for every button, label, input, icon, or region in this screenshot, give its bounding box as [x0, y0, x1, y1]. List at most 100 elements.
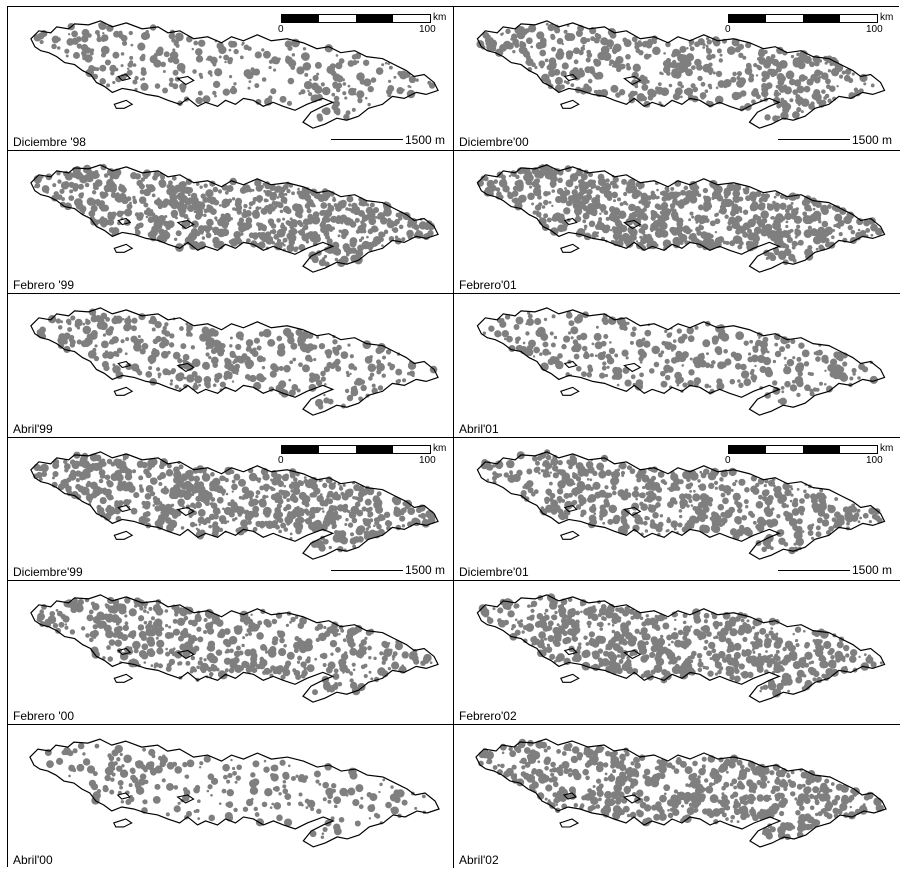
- panel-date-label: Diciembre '98: [11, 134, 88, 149]
- island-outline: [117, 647, 132, 656]
- map-panel: 0 100 km 1500 m Diciembre'99: [8, 437, 454, 581]
- vegetation-map: [476, 307, 886, 416]
- area-outline: [476, 163, 886, 273]
- cover-area: [476, 22, 875, 122]
- island-outline: [623, 506, 642, 516]
- map-grid: 0 100 km 1500 m Diciembre '98 0 100 km 1500 m Dic…: [7, 6, 900, 868]
- island-outline: [176, 506, 195, 516]
- map-panel: 0 100 km 1500 m Diciembre'00: [454, 7, 900, 151]
- island-outline: [623, 362, 642, 373]
- cover-area: [478, 593, 883, 698]
- island-outline: [623, 649, 642, 660]
- scale-max-label: 100: [419, 24, 436, 35]
- map-panel: Febrero '99: [8, 150, 454, 294]
- island-outline: [117, 73, 132, 82]
- scale-max-label: 100: [866, 454, 883, 466]
- cover-area: [36, 308, 438, 410]
- vegetation-map: [30, 450, 439, 560]
- island-outline: [176, 219, 195, 229]
- vegetation-map: [476, 163, 886, 273]
- map-panel: 0 100 km 1500 m Diciembre'01: [454, 437, 900, 581]
- island-outline: [563, 217, 578, 225]
- area-outline: [476, 450, 886, 560]
- island-outline: [563, 647, 578, 656]
- area-outline: [30, 594, 439, 703]
- island-outline: [560, 673, 580, 683]
- island-outline: [563, 504, 578, 512]
- area-outline: [475, 737, 887, 848]
- panel-date-label: Abril'99: [11, 421, 55, 436]
- island-outline: [622, 793, 642, 804]
- panel-date-label: Febrero'02: [457, 708, 519, 723]
- area-outline: [29, 737, 440, 848]
- map-panel: Febrero'02: [454, 581, 900, 725]
- map-panel: Abril'01: [454, 294, 900, 438]
- scale-unit-label: km: [880, 12, 894, 23]
- island-outline: [176, 793, 195, 804]
- panel-date-label: Febrero'01: [457, 278, 519, 292]
- elevation-label: 1500 m: [851, 563, 892, 577]
- island-outline: [112, 817, 133, 827]
- elevation-label: 1500 m: [404, 563, 445, 577]
- scale-min-label: 0: [725, 454, 731, 466]
- vegetation-map: [30, 163, 439, 273]
- elevation-label: 1500 m: [851, 132, 892, 147]
- panel-date-label: Diciembre'99: [11, 565, 85, 579]
- elevation-label: 1500 m: [404, 132, 445, 147]
- vegetation-map: [30, 307, 439, 416]
- area-outline: [476, 594, 886, 703]
- island-outline: [113, 243, 134, 253]
- cover-area: [480, 448, 883, 554]
- island-outline: [117, 217, 132, 225]
- scale-max-label: 100: [866, 24, 883, 35]
- island-outline: [623, 219, 642, 229]
- panel-date-label: Febrero '00: [11, 708, 76, 723]
- island-outline: [563, 360, 578, 369]
- scale-unit-label: km: [433, 12, 447, 23]
- island-outline: [560, 386, 580, 396]
- cover-area: [477, 163, 884, 265]
- scale-unit-label: km: [880, 442, 894, 454]
- scale-max-label: 100: [419, 454, 436, 466]
- island-outline: [117, 504, 132, 512]
- vegetation-map: [30, 594, 439, 703]
- cover-area: [44, 742, 427, 839]
- vegetation-map: [475, 737, 887, 848]
- cover-area: [33, 163, 435, 267]
- vegetation-map: [476, 448, 886, 560]
- scale-bar: 0 100 km: [278, 12, 447, 40]
- elevation-legend: 1500 m: [330, 132, 445, 147]
- map-panel: Febrero '00: [8, 581, 454, 725]
- vegetation-map: [476, 593, 886, 703]
- area-outline: [30, 20, 439, 129]
- scale-min-label: 0: [725, 24, 731, 35]
- area-outline: [30, 163, 439, 273]
- map-panel: Febrero'01: [454, 150, 900, 294]
- map-panel: 0 100 km 1500 m Diciembre '98: [8, 7, 454, 151]
- area-outline: [30, 307, 439, 416]
- island-outline: [560, 243, 580, 253]
- island-outline: [560, 530, 580, 540]
- island-outline: [113, 99, 134, 109]
- scale-min-label: 0: [278, 454, 284, 466]
- panel-date-label: Abril'00: [11, 853, 55, 867]
- island-outline: [176, 75, 195, 86]
- island-outline: [113, 386, 134, 396]
- scale-bar: 0 100 km: [725, 12, 894, 40]
- island-outline: [176, 362, 195, 373]
- elevation-legend: 1500 m: [777, 563, 892, 577]
- scale-bar: 0 100 km: [725, 442, 894, 471]
- scale-unit-label: km: [433, 442, 447, 454]
- island-outline: [563, 73, 578, 82]
- panel-date-label: Diciembre'01: [457, 565, 531, 579]
- scale-min-label: 0: [278, 24, 284, 35]
- island-outline: [623, 75, 642, 86]
- island-outline: [113, 530, 134, 540]
- elevation-legend: 1500 m: [330, 563, 445, 577]
- island-outline: [559, 817, 580, 828]
- panel-date-label: Abril'01: [457, 421, 501, 436]
- area-outline: [476, 20, 886, 129]
- area-outline: [30, 450, 439, 560]
- vegetation-map: [476, 20, 886, 129]
- island-outline: [176, 649, 195, 660]
